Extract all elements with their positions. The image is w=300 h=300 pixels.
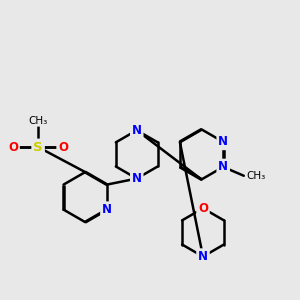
Text: O: O (198, 202, 208, 215)
Text: O: O (8, 141, 18, 154)
Text: N: N (132, 172, 142, 185)
Text: N: N (132, 124, 142, 137)
Text: S: S (33, 141, 43, 154)
Text: N: N (198, 250, 208, 263)
Text: O: O (58, 141, 68, 154)
Text: N: N (218, 160, 228, 173)
Text: N: N (218, 135, 228, 148)
Text: N: N (102, 203, 112, 216)
Text: CH₃: CH₃ (28, 116, 48, 126)
Text: CH₃: CH₃ (247, 171, 266, 181)
